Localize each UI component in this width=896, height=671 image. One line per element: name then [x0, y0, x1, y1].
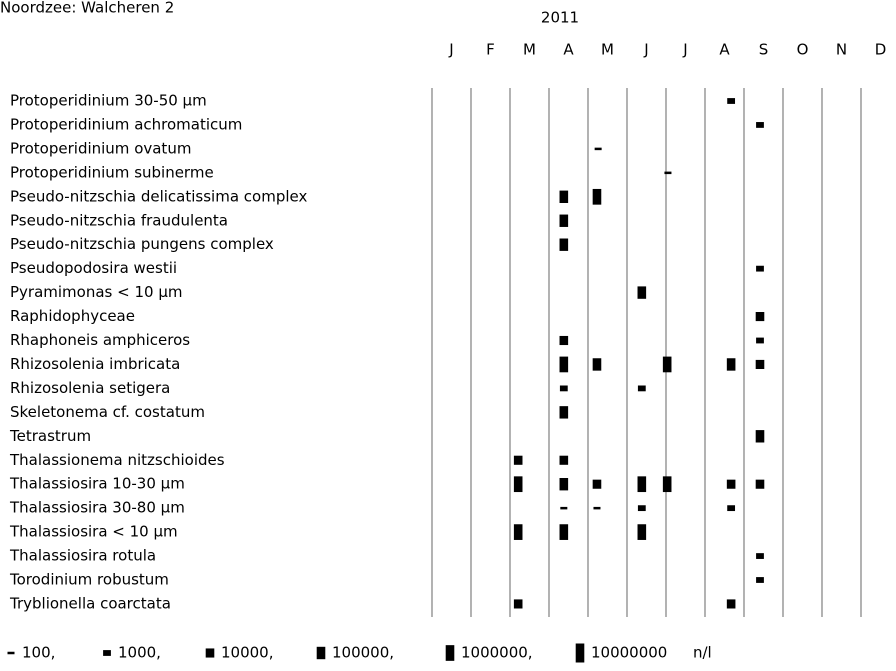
occurrence-mark [559, 335, 569, 346]
occurrence-mark [560, 506, 568, 510]
occurrence-mark [637, 286, 647, 299]
species-label: Rhizosolenia imbricata [10, 355, 180, 373]
occurrence-mark [756, 265, 764, 272]
occurrence-mark [592, 358, 602, 371]
legend-symbol [316, 646, 326, 660]
occurrence-mark [559, 478, 569, 491]
legend-label: 1000, [118, 644, 161, 662]
species-label: Torodinium robustum [9, 571, 169, 589]
occurrence-mark [727, 505, 736, 512]
occurrence-mark [559, 356, 569, 373]
month-label: F [486, 41, 495, 59]
month-label: S [759, 41, 769, 59]
species-label: Skeletonema cf. costatum [10, 403, 205, 421]
species-label: Raphidophyceae [10, 307, 135, 325]
occurrence-mark [594, 147, 602, 151]
occurrence-mark [727, 98, 736, 104]
occurrence-mark [662, 476, 672, 493]
species-label: Thalassiosira 30-80 µm [9, 499, 185, 517]
month-label: O [797, 41, 809, 59]
species-label: Pseudo-nitzschia pungens complex [10, 235, 274, 253]
legend-symbol [7, 651, 15, 655]
occurrence-mark [559, 524, 569, 540]
chart-title: Noordzee: Walcheren 2 [0, 0, 174, 17]
occurrence-mark [513, 599, 523, 609]
month-label: M [523, 41, 536, 59]
legend-label: 10000, [221, 644, 274, 662]
month-label: M [601, 41, 614, 59]
species-label: Thalassionema nitzschioides [9, 451, 225, 469]
occurrence-mark [756, 122, 764, 128]
species-label: Pseudo-nitzschia delicatissima complex [10, 187, 307, 205]
occurrence-mark [637, 505, 646, 512]
occurrence-mark [559, 406, 569, 419]
occurrence-mark [513, 476, 523, 493]
occurrence-mark [592, 479, 602, 489]
occurrence-mark [726, 358, 736, 371]
species-label: Tetrastrum [9, 427, 91, 445]
occurrence-mark [637, 476, 647, 493]
month-label: J [448, 41, 453, 59]
species-label: Pyramimonas < 10 µm [10, 283, 182, 301]
species-label: Tryblionella coarctata [9, 594, 171, 612]
species-label: Thalassiosira rotula [9, 547, 156, 565]
occurrence-mark [637, 524, 647, 540]
occurrence-mark [755, 312, 765, 322]
species-label: Thalassiosira 10-30 µm [9, 475, 185, 493]
legend-label: 100, [22, 644, 55, 662]
occurrence-mark [559, 190, 569, 203]
occurrence-mark [559, 214, 569, 227]
occurrence-mark [755, 479, 765, 489]
occurrence-mark [513, 455, 523, 465]
legend-symbol [103, 650, 111, 656]
month-label: A [563, 41, 574, 59]
species-label: Protoperidinium ovatum [10, 139, 191, 157]
occurrence-mark [593, 506, 601, 510]
species-label: Pseudo-nitzschia fraudulenta [10, 211, 228, 229]
occurrence-mark [755, 430, 765, 443]
occurrence-mark [637, 385, 646, 392]
year-label: 2011 [541, 9, 579, 27]
month-label: J [643, 41, 648, 59]
legend-label: 100000, [332, 644, 394, 662]
month-label: D [875, 41, 887, 59]
legend-symbol [575, 643, 585, 663]
legend-symbol [205, 648, 215, 658]
month-label: N [836, 41, 847, 59]
species-label: Protoperidinium subinerme [10, 163, 214, 181]
occurrence-mark [756, 553, 764, 559]
occurrence-mark [756, 337, 764, 344]
occurrence-mark [513, 524, 523, 540]
occurrence-mark [755, 359, 765, 369]
month-label: J [682, 41, 687, 59]
occurrence-mark [726, 479, 736, 489]
occurrence-mark [592, 188, 602, 205]
occurrence-mark [559, 385, 568, 392]
unit-label: n/l [693, 644, 712, 662]
legend-label: 10000000 [591, 644, 667, 662]
occurrence-mark [726, 599, 736, 609]
species-label: Rhaphoneis amphiceros [10, 331, 190, 349]
species-label: Thalassiosira < 10 µm [9, 523, 178, 541]
species-label: Rhizosolenia setigera [10, 379, 170, 397]
species-label: Protoperidinium 30-50 µm [10, 92, 207, 110]
legend-label: 1000000, [461, 644, 533, 662]
occurrence-mark [559, 238, 569, 251]
species-label: Protoperidinium achromaticum [10, 115, 242, 133]
species-label: Pseudopodosira westii [10, 259, 177, 277]
occurrence-mark [559, 455, 569, 465]
month-label: A [719, 41, 730, 59]
occurrence-mark [756, 577, 764, 583]
occurrence-mark [664, 171, 672, 175]
legend-symbol [445, 645, 455, 661]
occurrence-mark [662, 356, 672, 373]
